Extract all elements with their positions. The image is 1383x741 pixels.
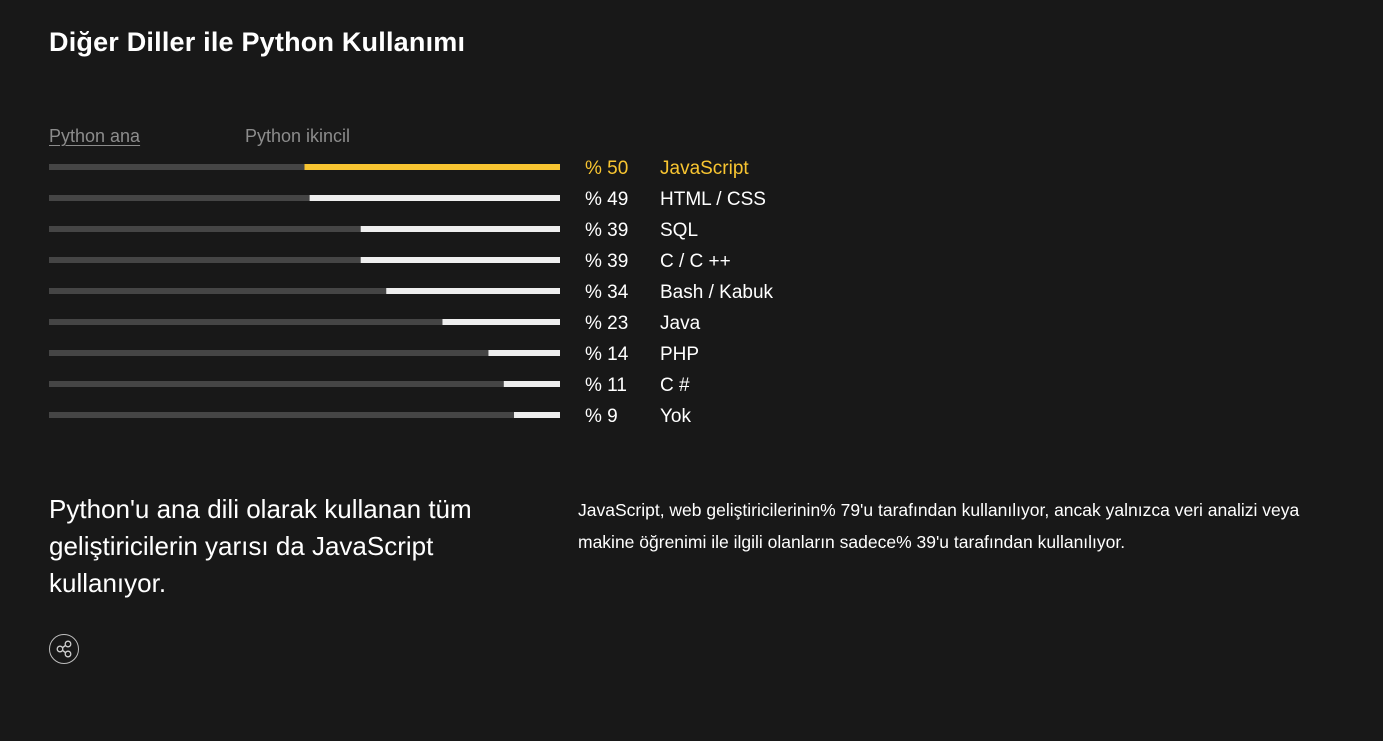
value-label: % 39 xyxy=(585,251,628,272)
value-label: % 14 xyxy=(585,344,629,365)
value-label: % 11 xyxy=(585,375,627,396)
category-label: JavaScript xyxy=(660,158,749,179)
bar xyxy=(360,257,560,263)
category-label: C / C ++ xyxy=(660,251,731,272)
bar-track xyxy=(49,226,560,232)
category-label: Bash / Kabuk xyxy=(660,282,774,303)
bar-track xyxy=(49,288,560,294)
value-label: % 49 xyxy=(585,189,628,210)
bar xyxy=(304,164,560,170)
category-label: HTML / CSS xyxy=(660,189,766,210)
tab-python-primary[interactable]: Python ana xyxy=(49,126,141,146)
category-label: C # xyxy=(660,375,690,396)
category-label: SQL xyxy=(660,220,698,241)
language-usage-bar-chart: % 50 JavaScript % 49 HTML / CSS % 39 SQL % 39 C… xyxy=(49,158,774,427)
category-label: Yok xyxy=(660,406,691,427)
bar xyxy=(442,319,560,325)
bar-track xyxy=(49,319,560,325)
category-label: PHP xyxy=(660,344,699,365)
value-label: % 50 xyxy=(585,158,628,179)
page-title: Diğer Diller ile Python Kullanımı xyxy=(49,27,466,57)
category-label: Java xyxy=(660,313,701,334)
share-icon xyxy=(56,640,72,658)
summary-text: Python'u ana dili olarak kullanan tüm ge… xyxy=(49,494,472,598)
tab-python-secondary[interactable]: Python ikincil xyxy=(245,126,351,146)
bar xyxy=(309,195,560,201)
bar xyxy=(360,226,560,232)
value-label: % 9 xyxy=(585,406,618,427)
share-button[interactable] xyxy=(49,634,79,664)
bar-track xyxy=(49,350,560,356)
value-label: % 23 xyxy=(585,313,628,334)
bar-track xyxy=(49,195,560,201)
detail-text: JavaScript, web geliştiricilerinin% 79'u… xyxy=(578,500,1300,552)
bar-track xyxy=(49,381,560,387)
bar xyxy=(514,412,560,418)
bar-track xyxy=(49,257,560,263)
bar xyxy=(386,288,560,294)
value-label: % 39 xyxy=(585,220,628,241)
bar xyxy=(503,381,560,387)
bar xyxy=(488,350,560,356)
value-label: % 34 xyxy=(585,282,629,303)
bar-track xyxy=(49,412,560,418)
